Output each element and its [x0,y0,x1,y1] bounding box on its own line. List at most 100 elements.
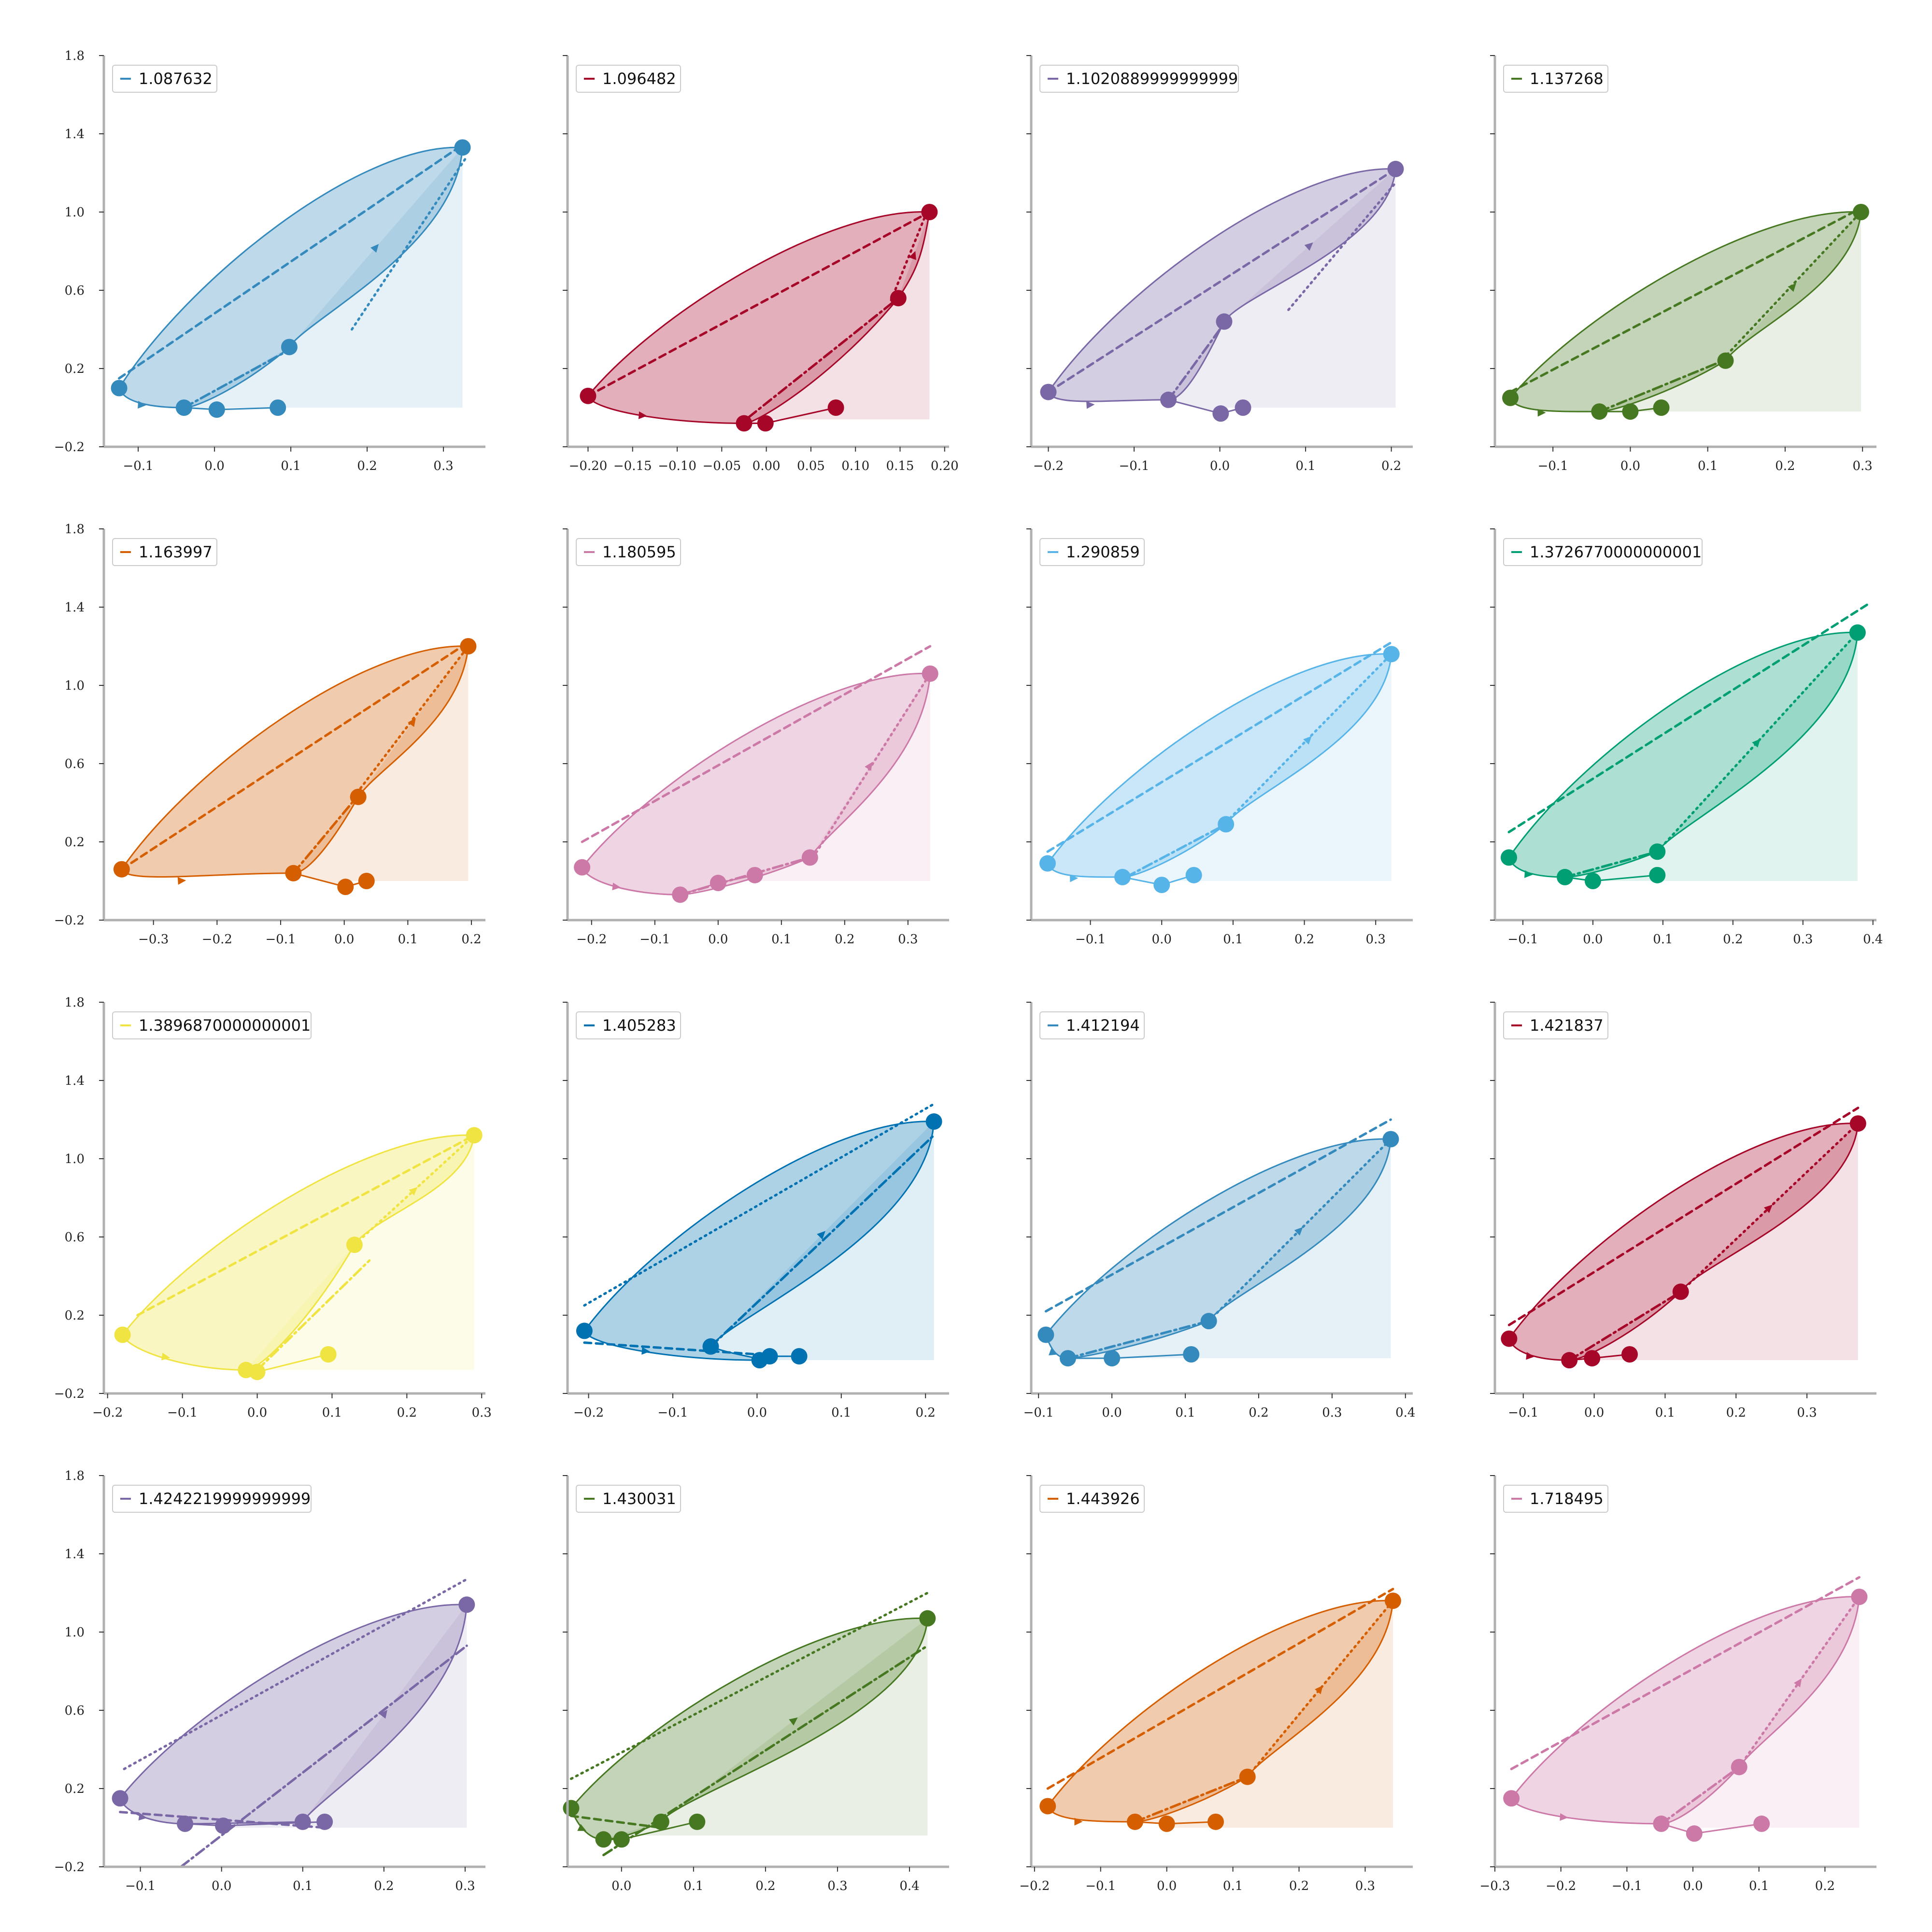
dashdot-line [1660,1765,1741,1825]
data-point-5 [337,879,354,895]
dashdot-line [256,1259,371,1371]
direction-arrow [1560,1813,1568,1821]
direction-arrow [379,1709,387,1719]
x-tick-label: −0.1 [1023,1406,1054,1420]
x-tick-label: 0.20 [931,459,959,473]
direction-arrow [638,411,647,419]
y-tick-label: 0.2 [65,362,85,376]
data-point-2 [925,1113,942,1130]
y-tick-label: 0.6 [65,1704,85,1718]
legend-box [1039,538,1145,566]
data-point-5 [1158,1815,1175,1832]
x-tick-label: 0.1 [1655,1406,1675,1420]
data-point-2 [922,665,938,682]
x-tick-label: 0.3 [1322,1406,1342,1420]
legend: 1.180595 [576,538,681,566]
data-point-5 [1153,877,1170,894]
x-tick-label: 0.2 [1249,1406,1268,1420]
data-point-3 [702,1338,719,1355]
x-tick-label: 0.2 [397,1406,417,1420]
data-point-3 [281,339,298,355]
data-point-3 [890,290,907,307]
dashed-line [1507,1107,1860,1326]
data-point-6 [320,1346,337,1363]
data-point-1 [1502,389,1519,406]
x-tick-label: −0.20 [569,459,608,473]
x-tick-label: 0.1 [1223,932,1243,947]
subplot-2: −0.20 −0.15 −0.10 −0.05 0.00 0.05 0.10 0.15 0.20… [563,55,959,473]
loop-curve [1510,1596,1861,1825]
data-point-1 [580,387,597,404]
direction-arrow [1788,283,1796,292]
data-point-3 [1672,1283,1689,1300]
x-tick-label: −0.1 [1538,459,1568,473]
data-point-5 [613,1831,630,1848]
y-tick-label: 1.4 [65,127,85,142]
loop-curve [583,1121,935,1361]
x-tick-label: −0.1 [1119,459,1149,473]
legend-box [1039,65,1239,93]
x-tick-label: 0.0 [1584,1406,1604,1420]
subplot-3: −0.2 −0.1 0.0 0.1 0.2 1.1020889999999999 [1026,55,1413,473]
subplot-1: −0.1 0.0 0.1 0.2 0.3 −0.2 0.2 0.6 1.0 1.4 1.8 1.087… [54,49,485,473]
x-tick-label: 0.3 [433,459,453,473]
legend-label: 1.412194 [1066,1016,1140,1035]
x-tick-label: 0.3 [472,1406,492,1420]
data-point-6 [1753,1815,1770,1832]
legend: 1.412194 [1039,1011,1145,1039]
direction-arrow [1294,1227,1303,1236]
legend-box [112,538,217,566]
loop-curve [121,645,469,878]
light-fill-area [1168,169,1396,414]
legend-box [112,1011,312,1039]
subplot-16: −0.3 −0.2 −0.1 0.0 0.1 0.2 1.718495 [1479,1475,1876,1893]
data-point-5 [249,1364,266,1380]
x-tick-label: 0.0 [1683,1879,1703,1893]
dashed-line [119,1811,326,1829]
x-tick-label: 0.0 [334,932,354,947]
direction-arrow [1526,1352,1535,1360]
legend: 1.443926 [1039,1485,1145,1513]
x-tick-label: 0.1 [281,459,300,473]
dashed-line [1046,1588,1394,1790]
legend-box [1039,1011,1145,1039]
legend: 1.1020889999999999 [1039,65,1239,93]
data-point-1 [1501,1330,1518,1347]
data-point-6 [1649,867,1666,883]
light-fill-area [1135,1601,1393,1828]
x-tick-label: −0.1 [1508,1406,1538,1420]
data-point-5 [1622,403,1639,420]
y-tick-label: 1.4 [65,600,85,615]
x-tick-label: −0.3 [138,932,169,947]
data-point-4 [1561,1352,1578,1369]
x-tick-label: −0.1 [265,932,296,947]
data-point-3 [801,849,818,866]
dashdot-line [1124,823,1227,879]
x-tick-label: 0.1 [1223,1879,1243,1893]
subplot-7: −0.1 0.0 0.1 0.2 0.3 1.290859 [1026,528,1413,947]
light-fill-area [293,646,469,887]
direction-arrow [1086,401,1095,409]
data-point-4 [672,886,689,903]
x-tick-label: 0.2 [374,1879,394,1893]
legend-label: 1.421837 [1530,1016,1604,1035]
light-fill-area [1564,632,1858,881]
loop-curve [581,672,931,895]
x-tick-label: 0.0 [1583,932,1603,947]
x-tick-label: 0.10 [841,459,869,473]
legend-box [1039,1485,1145,1513]
y-tick-label: −0.2 [54,913,85,928]
light-fill-area [1122,654,1392,885]
y-tick-label: 0.2 [65,1782,85,1796]
data-point-3 [294,1813,311,1830]
x-tick-label: 0.2 [835,932,854,947]
x-tick-label: 0.2 [1815,1879,1835,1893]
light-fill-area [1569,1123,1858,1361]
light-fill-area [744,212,930,424]
direction-arrow [789,1717,798,1726]
loop-curve [1045,1138,1392,1359]
data-point-5 [1584,1350,1601,1367]
x-tick-label: −0.05 [702,459,741,473]
loop-curve [1047,168,1397,402]
data-point-4 [1160,391,1177,408]
